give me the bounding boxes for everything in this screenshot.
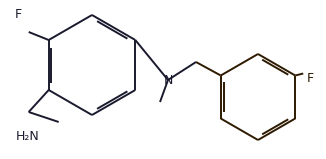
Text: N: N xyxy=(163,73,173,86)
Text: F: F xyxy=(14,7,22,21)
Text: F: F xyxy=(306,72,314,84)
Text: H₂N: H₂N xyxy=(16,131,40,144)
